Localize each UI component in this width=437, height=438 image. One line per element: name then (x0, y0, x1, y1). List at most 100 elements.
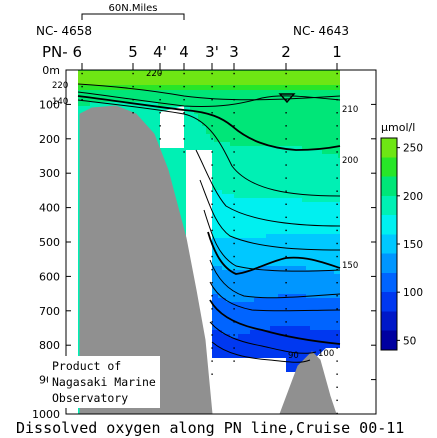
sample-point (183, 72, 185, 75)
colorbar-segment (381, 234, 397, 254)
sample-point (233, 334, 235, 336)
sample-point (233, 164, 235, 166)
no-data-area (160, 106, 184, 148)
colorbar-segment (381, 330, 397, 350)
sample-point (233, 177, 235, 179)
y-tick-label: 200 (39, 133, 60, 146)
sample-point (132, 85, 134, 88)
contour-line (77, 83, 341, 101)
sample-point (183, 138, 185, 140)
sample-point (336, 255, 338, 258)
sample-point (336, 190, 338, 192)
station-label: 3 (229, 43, 239, 61)
sample-point (336, 125, 338, 127)
sample-point (211, 164, 213, 166)
contour-line (77, 95, 341, 151)
sample-point (336, 268, 338, 271)
sample-point (336, 308, 338, 310)
sample-point (285, 268, 287, 271)
colorbar-segment (381, 176, 397, 196)
sample-point (233, 125, 235, 127)
sample-point (159, 85, 161, 88)
sample-point (211, 229, 213, 232)
sample-point (336, 360, 338, 362)
y-tick-label: 400 (39, 202, 60, 215)
bottom-topography (79, 105, 213, 415)
colorbar-segment (381, 292, 397, 312)
sample-point (211, 360, 213, 362)
sample-point (336, 242, 338, 245)
contour-value-label: 220 (146, 69, 162, 79)
station-label: 2 (281, 43, 291, 61)
colorbar-segment (381, 215, 397, 235)
contour-line (278, 93, 296, 104)
colorbar-tick-label: 50 (403, 335, 416, 347)
sample-point (233, 295, 235, 297)
sample-point (285, 164, 287, 166)
sample-point (211, 308, 213, 310)
sample-point (211, 268, 213, 271)
sample-point (211, 151, 213, 153)
no-data-area (66, 70, 78, 414)
contour-line (203, 209, 341, 272)
y-tick-label: 800 (39, 339, 60, 352)
colorbar-segment (381, 195, 397, 216)
colorbar-segment (381, 157, 397, 177)
y-tick-label: 500 (39, 236, 60, 249)
sample-point (285, 295, 287, 297)
y-tick-label: 300 (39, 167, 60, 180)
contour-line (199, 179, 341, 251)
sample-point (211, 98, 213, 101)
station-label: 3' (205, 43, 219, 61)
sample-point (285, 98, 287, 101)
station-label: 1 (332, 43, 342, 61)
y-tick-label: 600 (39, 270, 60, 283)
credit-line: Nagasaki Marine (52, 375, 156, 389)
sample-point (336, 203, 338, 205)
contour-value-label: 220 (52, 81, 68, 91)
surface-layer (78, 71, 340, 85)
sample-point (233, 112, 235, 114)
y-tick-label: 1000 (32, 408, 60, 421)
sample-point (233, 321, 235, 323)
contour-line (209, 259, 341, 299)
sample-point (336, 229, 338, 232)
sample-point (81, 98, 83, 101)
station-label: PN- 6 (42, 43, 82, 61)
sample-point (285, 229, 287, 232)
colorbar-tick-label: 100 (403, 287, 423, 299)
sample-point (285, 242, 287, 245)
colorbar-segment (381, 311, 397, 331)
sample-point (233, 85, 235, 88)
colorbar-tick-label: 250 (403, 143, 423, 155)
sample-point (211, 190, 213, 192)
contour-line (211, 341, 311, 363)
sample-point (336, 138, 338, 140)
sample-point (285, 203, 287, 205)
sample-point (183, 125, 185, 127)
credit-line: Product of (52, 359, 122, 373)
sample-point (336, 386, 338, 388)
contour-line (207, 231, 341, 275)
station-label: 5 (128, 43, 138, 61)
sample-point (336, 373, 338, 375)
sample-point (211, 177, 213, 179)
sample-point (336, 164, 338, 166)
sample-point (336, 347, 338, 349)
station-label: 4' (153, 43, 167, 61)
sample-point (285, 255, 287, 258)
sample-point (211, 203, 213, 205)
sample-point (132, 72, 134, 75)
sample-point (336, 216, 338, 219)
sample-point (211, 242, 213, 245)
y-tick-label: 700 (39, 305, 60, 318)
colorbar-tick-label: 200 (403, 191, 423, 203)
sample-point (285, 177, 287, 179)
sample-point (132, 112, 134, 114)
sample-point (336, 399, 338, 402)
sample-point (132, 98, 134, 101)
sample-point (211, 295, 213, 297)
sample-point (183, 112, 185, 114)
y-tick-label: 100 (39, 98, 60, 111)
sample-point (285, 308, 287, 310)
